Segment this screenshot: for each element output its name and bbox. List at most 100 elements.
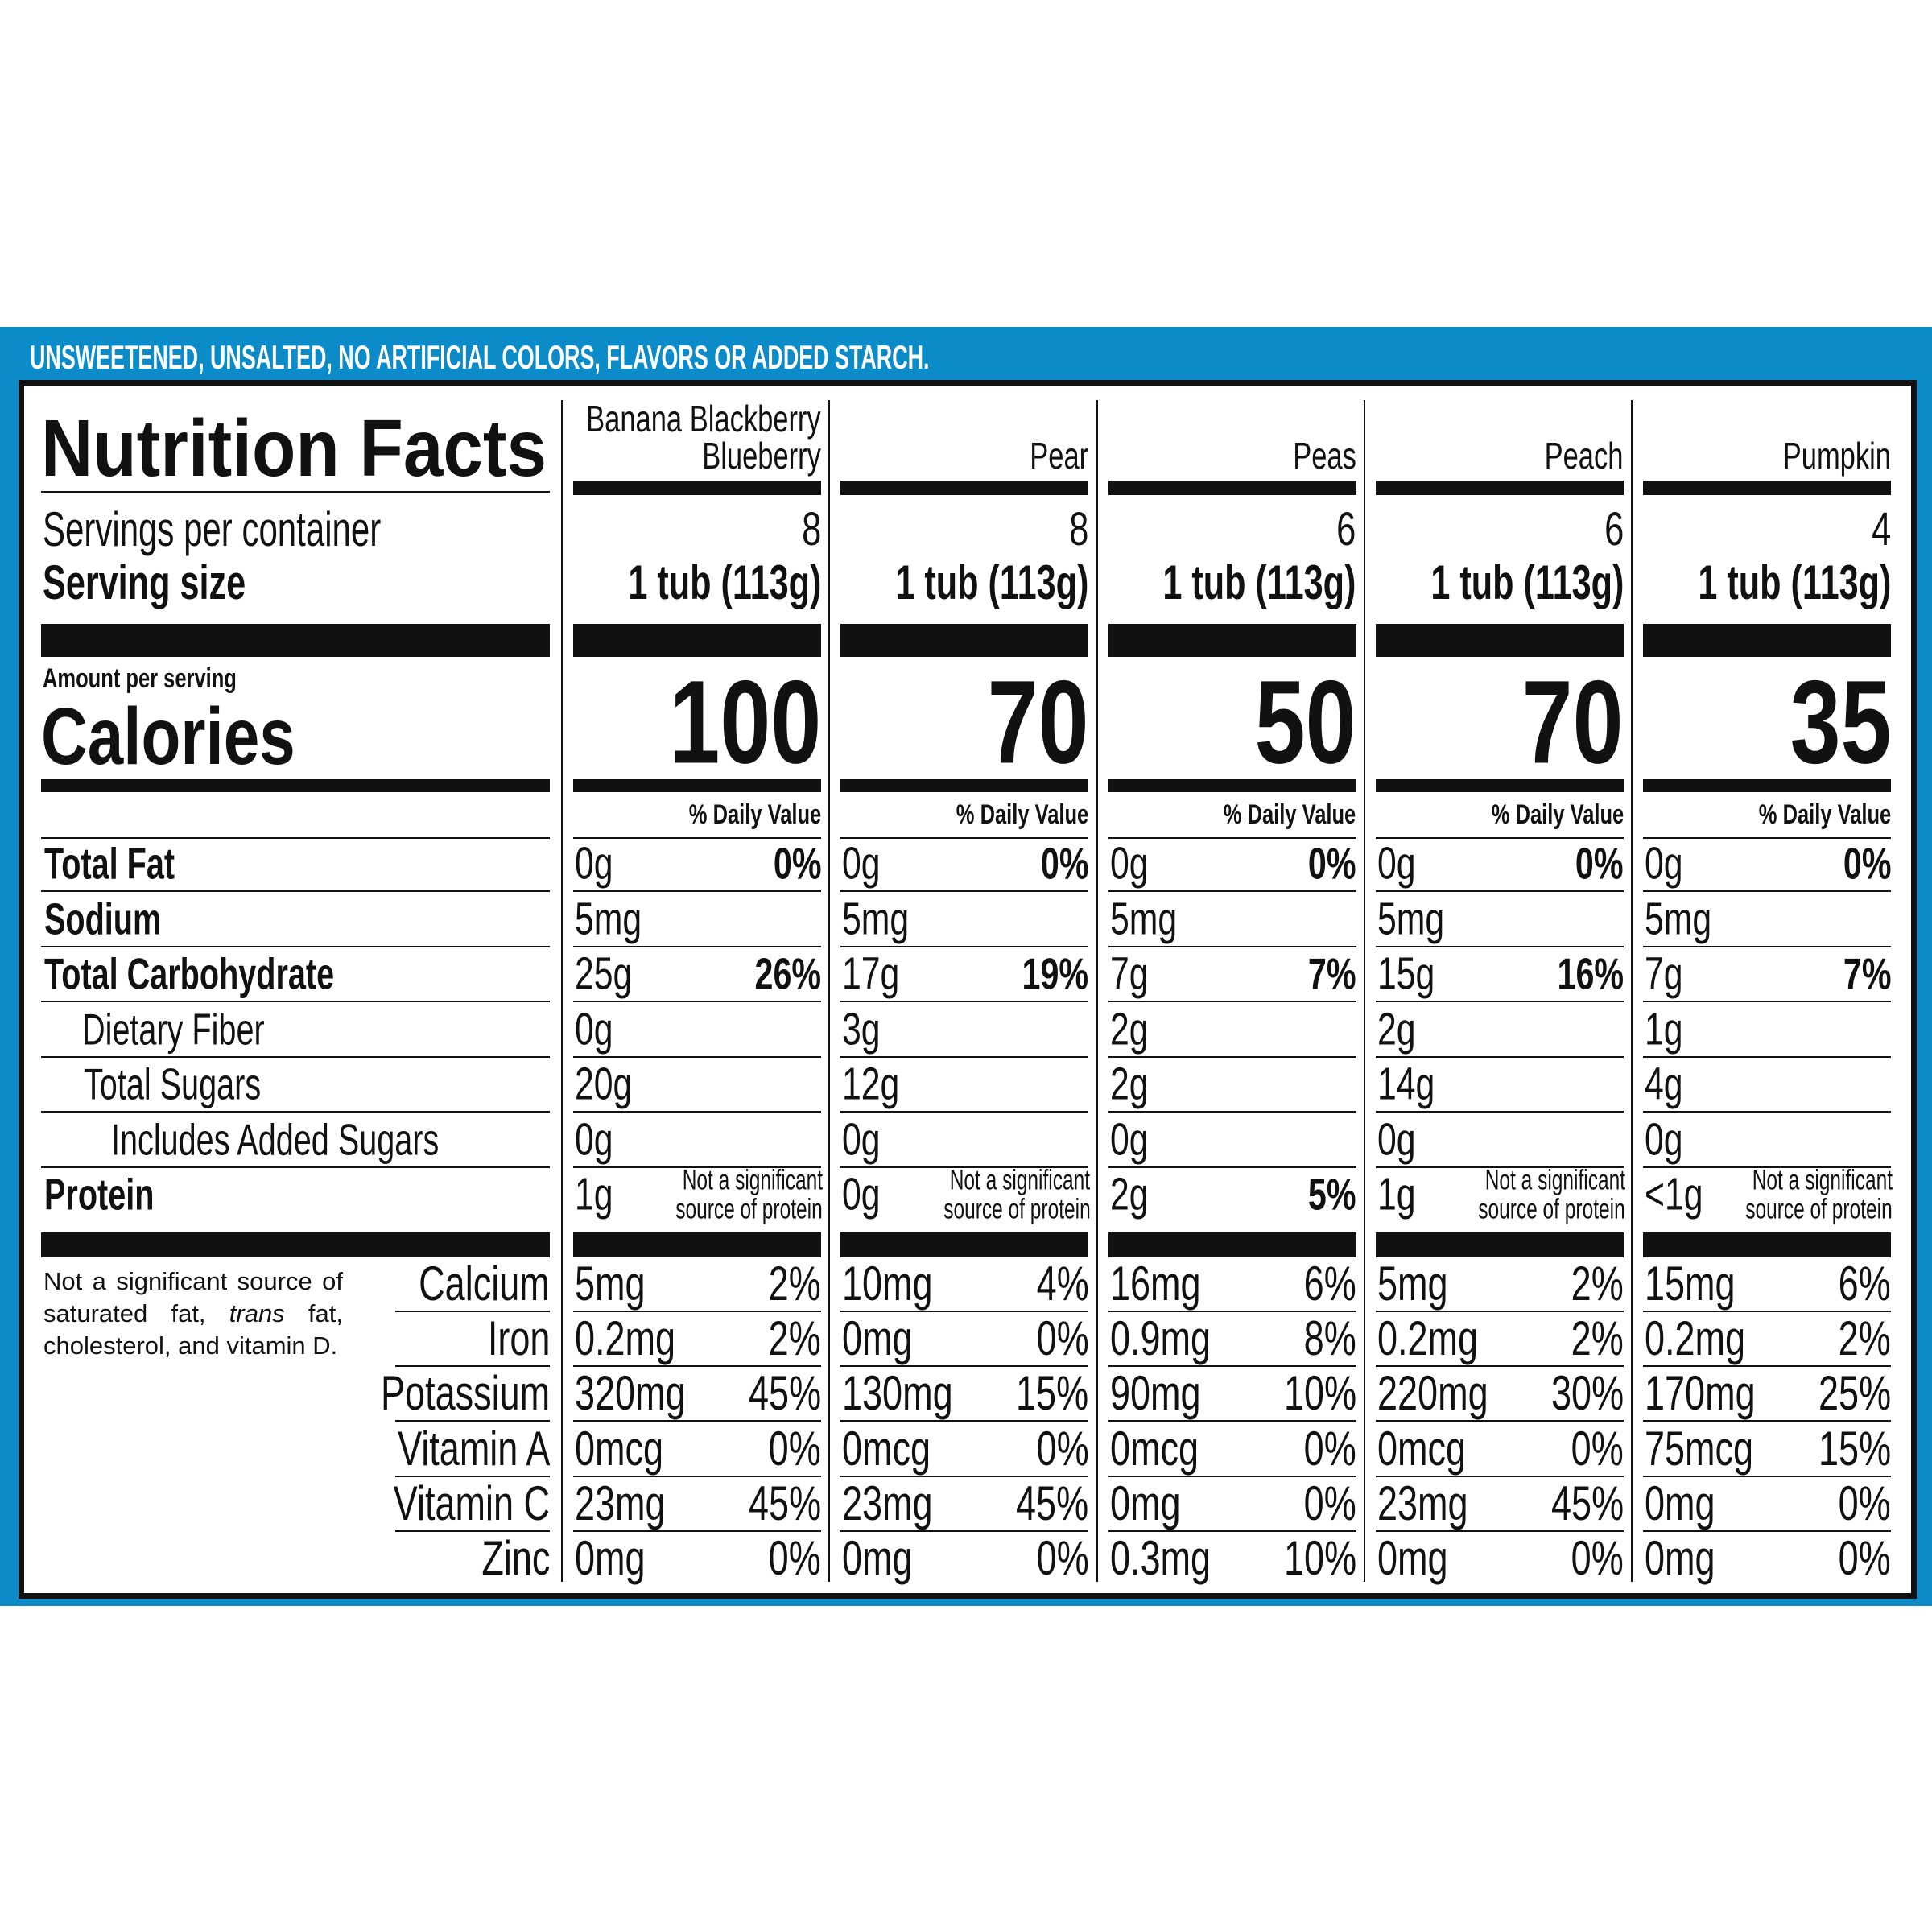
rule	[840, 1420, 1089, 1422]
nutrient-amount: 4g	[1645, 1058, 1683, 1110]
mineral-amount: 320mg	[575, 1366, 686, 1421]
rule	[573, 945, 821, 947]
thick-bar	[1643, 1232, 1892, 1257]
servings-value: 4	[1872, 503, 1892, 555]
thick-bar	[1108, 624, 1356, 657]
mineral-dv: 2%	[1571, 1257, 1624, 1311]
rule	[1643, 1530, 1892, 1532]
mineral-label: Vitamin C	[393, 1476, 550, 1530]
mineral-dv: 0%	[1571, 1421, 1624, 1476]
rule	[1108, 1365, 1356, 1368]
rule	[1108, 1001, 1356, 1002]
medium-bar	[573, 779, 821, 792]
rule	[1108, 890, 1356, 892]
rule	[1643, 1111, 1892, 1113]
rule	[1643, 1420, 1892, 1422]
column-separator	[828, 400, 831, 1582]
rule	[840, 890, 1089, 892]
nutrient-dv: 26%	[754, 948, 821, 999]
nutrient-amount: 25g	[575, 947, 633, 1000]
mineral-dv: 0%	[1036, 1531, 1089, 1585]
nutrient-dv: 0%	[773, 838, 821, 889]
column-separator	[1631, 400, 1633, 1582]
nutrient-dv: 0%	[1040, 838, 1089, 889]
rule	[1375, 1311, 1624, 1312]
rule	[573, 1001, 821, 1002]
rule	[1108, 1055, 1356, 1058]
nutrient-amount: 2g	[1109, 1168, 1149, 1220]
protein-note: source of protein	[1745, 1193, 1893, 1225]
nutrient-amount: 0g	[1109, 1113, 1149, 1165]
mineral-amount: 5mg	[1377, 1257, 1448, 1311]
nutrient-amount: 5mg	[1645, 893, 1712, 944]
nutrient-amount: 0g	[842, 1168, 881, 1220]
mineral-dv: 10%	[1283, 1366, 1356, 1421]
rule	[1375, 1111, 1624, 1113]
nutrient-amount: 5mg	[575, 893, 642, 944]
daily-value-header: % Daily Value	[1224, 799, 1356, 830]
nutrient-label: Total Fat	[44, 838, 175, 889]
mineral-amount: 0.3mg	[1109, 1531, 1211, 1585]
rule	[573, 1475, 821, 1477]
mineral-dv: 0%	[1839, 1476, 1892, 1530]
thick-bar	[573, 624, 821, 657]
mineral-amount: 75mcg	[1645, 1421, 1754, 1476]
rule	[573, 1530, 821, 1532]
rule	[1108, 1311, 1356, 1312]
daily-value-header: % Daily Value	[1491, 799, 1624, 830]
nutrient-amount: 1g	[1645, 1003, 1683, 1055]
rule	[573, 837, 821, 839]
rule	[840, 1001, 1089, 1002]
rule	[840, 945, 1089, 947]
mineral-dv: 0%	[1036, 1311, 1089, 1366]
nutrient-amount: 7g	[1109, 947, 1149, 1000]
rule	[395, 1530, 550, 1532]
column-separator	[1363, 400, 1365, 1582]
banner-text: UNSWEETENED, UNSALTED, NO ARTIFICIAL COL…	[30, 338, 930, 376]
nutrient-dv: 7%	[1843, 948, 1892, 999]
nutrient-amount: 0g	[1377, 837, 1416, 890]
rule	[1375, 837, 1624, 839]
mineral-amount: 0mg	[1109, 1476, 1181, 1530]
protein-note: Not a significant	[1752, 1164, 1893, 1196]
rule	[1375, 890, 1624, 892]
medium-bar	[1643, 779, 1892, 792]
servings-value: 6	[1336, 503, 1356, 555]
medium-bar	[840, 481, 1089, 495]
rule	[1375, 1001, 1624, 1002]
rule	[41, 1055, 550, 1058]
rule	[1108, 945, 1356, 947]
mineral-amount: 0mg	[1645, 1531, 1715, 1585]
medium-bar	[1108, 779, 1356, 792]
mineral-dv: 45%	[748, 1476, 821, 1530]
nutrient-amount: 1g	[575, 1168, 613, 1220]
mineral-dv: 2%	[1839, 1311, 1892, 1366]
rule	[1375, 945, 1624, 947]
mineral-label: Potassium	[380, 1366, 550, 1421]
rule	[395, 1365, 550, 1368]
protein-note: Not a significant	[682, 1164, 823, 1196]
mineral-dv: 2%	[768, 1311, 821, 1366]
rule	[840, 1530, 1089, 1532]
rule	[1643, 837, 1892, 839]
rule	[840, 1475, 1089, 1477]
rule	[395, 1311, 550, 1312]
mineral-dv: 8%	[1303, 1311, 1356, 1366]
rule	[1108, 1111, 1356, 1113]
rule	[840, 1111, 1089, 1113]
mineral-amount: 5mg	[575, 1257, 646, 1311]
nutrient-amount: 5mg	[1109, 893, 1177, 944]
rule	[41, 837, 550, 839]
serving-size-value: 1 tub (113g)	[627, 555, 821, 609]
mineral-amount: 0mg	[842, 1531, 913, 1585]
protein-note: source of protein	[1478, 1193, 1625, 1225]
footnote-part: trans	[229, 1299, 285, 1327]
nutrient-dv: 0%	[1575, 838, 1624, 889]
thick-bar	[1108, 1232, 1356, 1257]
mineral-dv: 25%	[1818, 1366, 1892, 1421]
rule	[395, 1420, 550, 1422]
nutrient-dv: 0%	[1843, 838, 1892, 889]
label-panel	[19, 380, 1917, 1599]
rule	[1375, 1475, 1624, 1477]
